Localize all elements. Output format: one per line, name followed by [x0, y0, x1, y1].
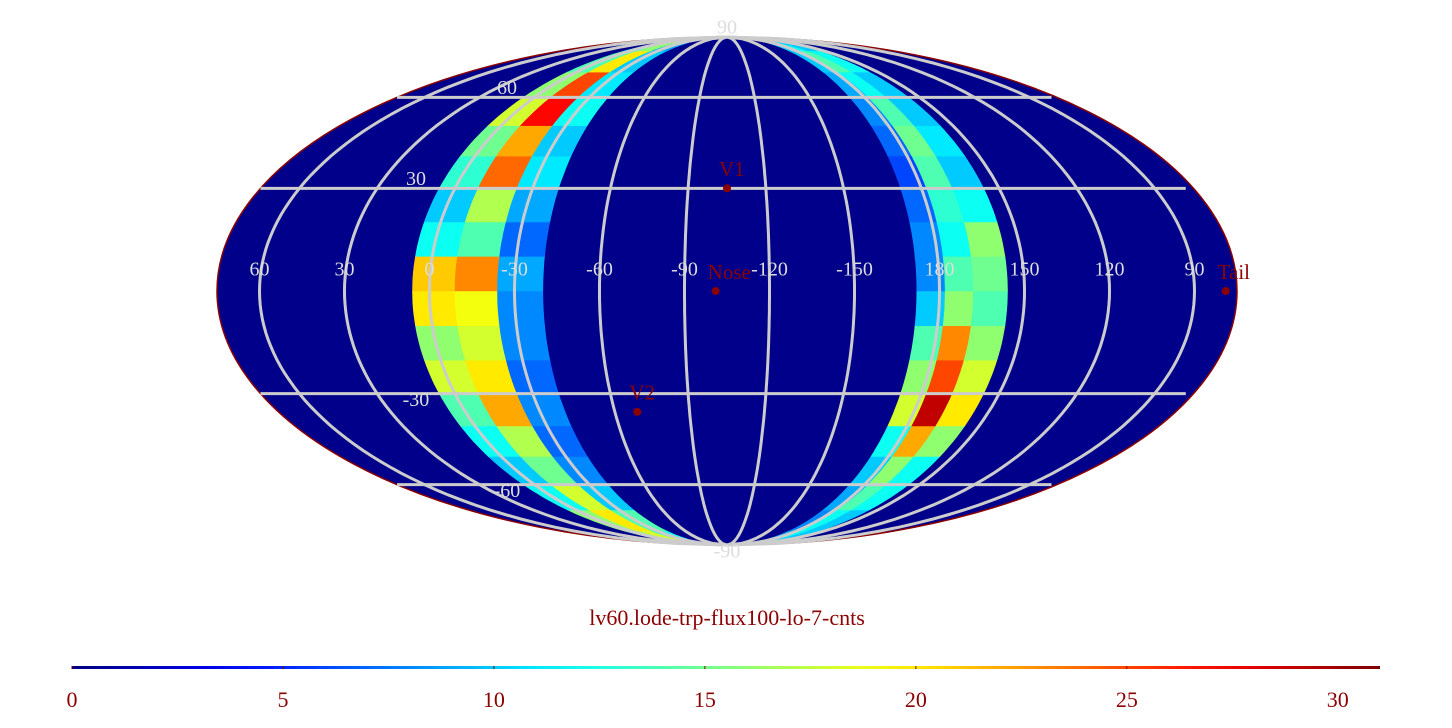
- meridian-label: 0: [425, 259, 435, 281]
- meridian-label: 150: [1010, 259, 1040, 281]
- colorbar-label: 10: [483, 687, 505, 712]
- colorbar-label: 30: [1327, 687, 1349, 712]
- heat-cell: [499, 221, 551, 257]
- colorbar-label: 25: [1116, 687, 1138, 712]
- marker: [723, 184, 731, 193]
- meridian-label: -30: [501, 259, 528, 281]
- meridian-label: -60: [586, 259, 613, 281]
- parallel-label: -30: [403, 389, 430, 411]
- marker: [1221, 287, 1230, 295]
- heat-cell: [412, 255, 458, 292]
- colorbar-label: 15: [694, 687, 716, 712]
- heat-cell: [970, 255, 1008, 292]
- parallel-label: 60: [497, 77, 517, 99]
- marker-label: V2: [629, 381, 655, 405]
- heat-cell: [454, 255, 501, 292]
- parallel-label: 30: [406, 168, 426, 190]
- heat-cell: [970, 290, 1008, 327]
- meridian-label: 120: [1095, 259, 1125, 281]
- meridian-label: 60: [250, 259, 270, 281]
- meridian-label: 180: [925, 259, 955, 281]
- colorbar: [72, 666, 1380, 669]
- parallel-label: -90: [714, 541, 741, 563]
- meridian-label: -150: [836, 259, 873, 281]
- marker-label: Tail: [1218, 260, 1251, 284]
- heat-cell: [457, 325, 507, 361]
- heat-cell: [497, 290, 545, 327]
- heat-cell: [454, 290, 501, 327]
- marker: [711, 287, 720, 295]
- meridian-label: 90: [1185, 259, 1205, 281]
- heat-cell: [942, 290, 974, 327]
- meridian-label: 30: [335, 259, 355, 281]
- parallel-label: 90: [717, 17, 737, 39]
- parallel-label: -60: [494, 480, 521, 502]
- heat-cell: [499, 325, 551, 361]
- colorbar-label: 5: [277, 687, 288, 712]
- map-background: [216, 36, 1238, 546]
- chart-title: lv60.lode-trp-flux100-lo-7-cnts: [589, 605, 865, 630]
- marker-label: V1: [719, 157, 745, 181]
- heat-cell: [412, 290, 458, 327]
- colorbar-label: 20: [905, 687, 927, 712]
- marker-label: Nose: [708, 260, 751, 284]
- marker: [633, 407, 642, 416]
- meridian-label: -90: [671, 259, 698, 281]
- heat-cell: [457, 221, 507, 257]
- meridian-label: -120: [751, 259, 788, 281]
- colorbar-label: 0: [67, 687, 78, 712]
